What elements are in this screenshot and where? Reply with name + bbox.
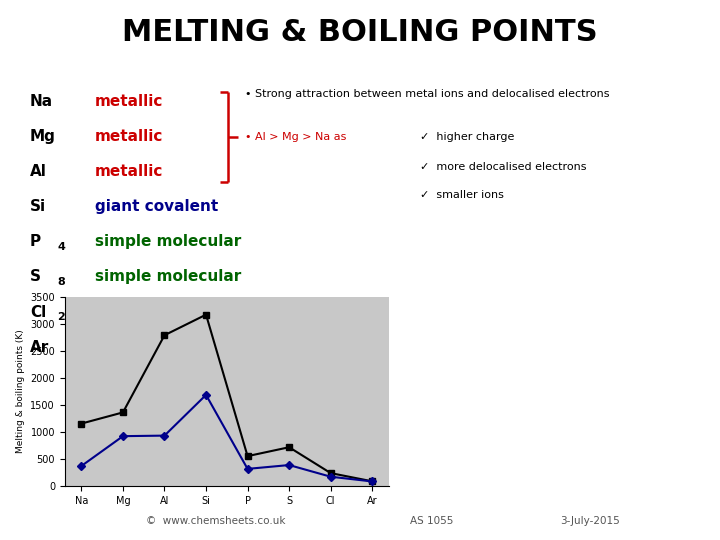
Text: 3-July-2015: 3-July-2015 [561, 516, 620, 526]
Text: giant covalent: giant covalent [95, 199, 218, 214]
Text: 4: 4 [57, 242, 65, 252]
Text: metallic: metallic [95, 164, 163, 179]
Text: • Strong attraction between metal ions and delocalised electrons: • Strong attraction between metal ions a… [245, 89, 610, 99]
Text: ©  www.chemsheets.co.uk: © www.chemsheets.co.uk [146, 516, 286, 526]
Text: ✓  higher charge: ✓ higher charge [420, 132, 514, 142]
Text: AS 1055: AS 1055 [410, 516, 454, 526]
Text: Al: Al [30, 164, 47, 179]
Text: S: S [30, 269, 41, 285]
Text: 2: 2 [57, 312, 65, 322]
Text: simple molecular: simple molecular [95, 305, 241, 320]
Y-axis label: Melting & boiling points (K): Melting & boiling points (K) [16, 329, 24, 454]
Text: Mg: Mg [30, 130, 56, 144]
Text: Na: Na [30, 94, 53, 109]
Text: Ar: Ar [30, 340, 49, 355]
Text: Si: Si [30, 199, 46, 214]
Text: metallic: metallic [95, 94, 163, 109]
Text: simple molecular: simple molecular [95, 234, 241, 249]
Text: monatomic: monatomic [95, 340, 190, 355]
Text: • Al > Mg > Na as: • Al > Mg > Na as [245, 132, 346, 142]
Text: ✓  more delocalised electrons: ✓ more delocalised electrons [420, 162, 587, 172]
Text: MELTING & BOILING POINTS: MELTING & BOILING POINTS [122, 18, 598, 47]
Text: P: P [30, 234, 41, 249]
Text: ✓  smaller ions: ✓ smaller ions [420, 190, 504, 200]
Text: 8: 8 [57, 277, 65, 287]
Text: simple molecular: simple molecular [95, 269, 241, 285]
Text: Cl: Cl [30, 305, 46, 320]
Text: metallic: metallic [95, 130, 163, 144]
